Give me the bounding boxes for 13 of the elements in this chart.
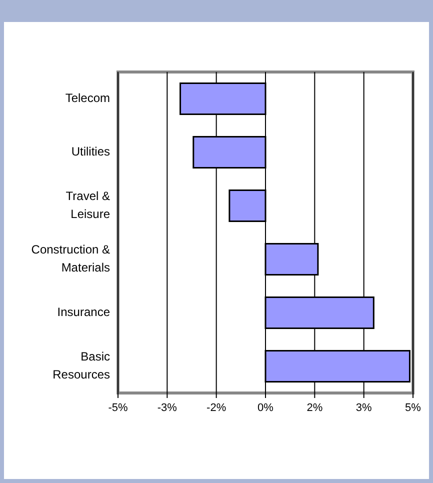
x-tick-label: 3% xyxy=(356,402,372,414)
x-tick-label: 2% xyxy=(306,402,323,414)
y-tick-label: Travel & Leisure xyxy=(66,188,110,221)
x-tick-label: -5% xyxy=(108,402,128,414)
x-tick-label: -3% xyxy=(157,402,178,414)
y-tick-label: Insurance xyxy=(57,304,110,319)
y-tick-label: Basic Resources xyxy=(52,349,110,382)
x-tick-label: -2% xyxy=(206,402,226,414)
y-tick-label: Construction & Materials xyxy=(31,242,110,274)
x-tick-label: 5% xyxy=(405,402,422,414)
x-tick-label: 0% xyxy=(258,402,274,414)
y-tick-label: Telecom xyxy=(65,90,110,105)
y-tick-label: Utilities xyxy=(71,144,110,158)
